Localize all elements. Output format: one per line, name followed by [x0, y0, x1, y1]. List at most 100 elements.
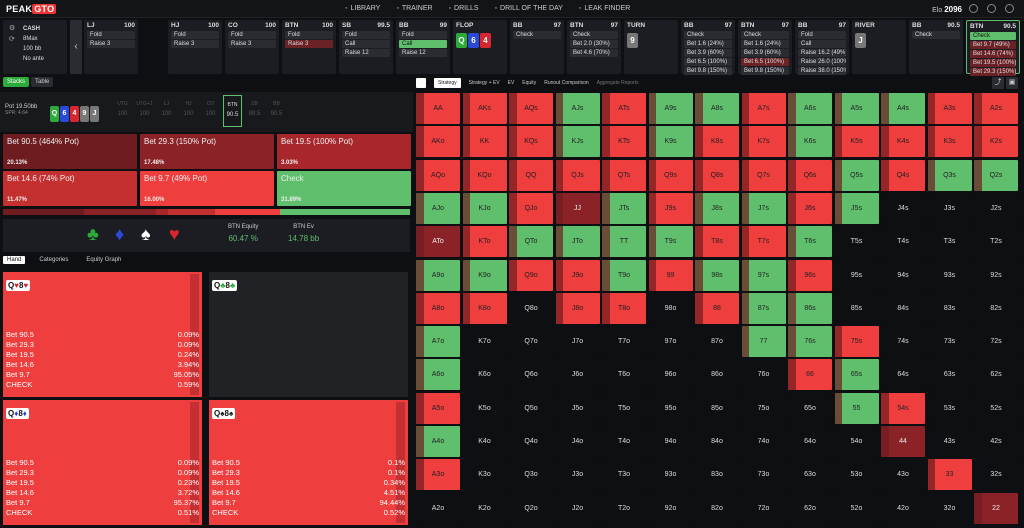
range-cell-JJ[interactable]: JJ	[555, 192, 600, 224]
tab-categories[interactable]: Categories	[39, 257, 69, 263]
option-4[interactable]: Bet 14.6 (74% Pot) 11.47%	[3, 171, 137, 206]
seat-action[interactable]: Bet 1.6 (24%)	[684, 40, 732, 48]
range-cell-72s[interactable]: 72s	[974, 326, 1018, 358]
range-cell-A5s[interactable]: A5s	[834, 93, 879, 124]
seat-action[interactable]: Fold	[285, 31, 333, 39]
range-cell-A2s[interactable]: A2s	[974, 93, 1018, 124]
seat-action[interactable]: Bet 19.5 (100%)	[970, 59, 1016, 67]
range-cell-97o[interactable]: 97o	[648, 326, 693, 358]
hand-card[interactable]: Q♥8♥ Bet 90.5 0.09% Bet 29.3 0.09% Bet 19.5 0.…	[3, 272, 202, 397]
grid-toggle-icon[interactable]	[416, 78, 426, 88]
hand-card[interactable]: Q♣8♣	[209, 272, 408, 397]
range-cell-T8o[interactable]: T8o	[602, 292, 646, 324]
share-icon[interactable]: ⤴	[992, 77, 1004, 89]
range-cell-Q7o[interactable]: Q7o	[509, 326, 553, 358]
range-cell-T2s[interactable]: T2s	[974, 226, 1018, 258]
range-cell-T4o[interactable]: T4o	[602, 426, 646, 457]
range-cell-84o[interactable]: 84o	[695, 426, 739, 457]
range-cell-K8s[interactable]: K8s	[695, 126, 739, 158]
seat-action[interactable]: Check	[741, 31, 789, 39]
range-cell-52o[interactable]: 52o	[834, 492, 879, 524]
nav-drills[interactable]: ◦ DRILLS	[449, 5, 479, 12]
range-cell-88[interactable]: 88	[695, 292, 739, 324]
range-cell-K8o[interactable]: K8o	[462, 292, 507, 324]
range-cell-33[interactable]: 33	[927, 459, 972, 491]
seat-bb[interactable]: BB 97 Check Bet 1.6 (24%) Bet 3.9 (60%) Bet 6…	[681, 20, 735, 75]
tab-aggregate-reports[interactable]: Aggregate Reports	[596, 80, 639, 86]
seat-action[interactable]: Check	[912, 31, 960, 39]
option-6[interactable]: Check 31.89%	[277, 171, 411, 206]
range-cell-Q3o[interactable]: Q3o	[509, 459, 553, 491]
heart-filter-icon[interactable]: ♥	[169, 224, 180, 244]
tab-hand[interactable]: Hand	[3, 256, 26, 264]
seat-action[interactable]: Check	[970, 32, 1016, 40]
range-cell-A3s[interactable]: A3s	[927, 93, 972, 124]
range-cell-J8s[interactable]: J8s	[695, 192, 739, 224]
seat-action[interactable]: Bet 29.3 (150%)	[970, 68, 1016, 76]
seat-action[interactable]: Raise 12	[399, 49, 447, 57]
range-cell-KTo[interactable]: KTo	[462, 226, 507, 258]
range-cell-T3o[interactable]: T3o	[602, 459, 646, 491]
seat-action[interactable]: Fold	[399, 31, 447, 39]
range-cell-K2s[interactable]: K2s	[974, 126, 1018, 158]
range-cell-A4s[interactable]: A4s	[881, 93, 925, 124]
range-cell-99[interactable]: 99	[648, 259, 693, 291]
range-cell-AQs[interactable]: AQs	[509, 93, 553, 124]
seat-action[interactable]: Bet 9.8 (150%)	[741, 67, 789, 75]
range-cell-J3o[interactable]: J3o	[555, 459, 600, 491]
range-cell-AKo[interactable]: AKo	[416, 126, 460, 158]
range-cell-76s[interactable]: 76s	[788, 326, 832, 358]
range-cell-KJo[interactable]: KJo	[462, 192, 507, 224]
range-cell-73s[interactable]: 73s	[927, 326, 972, 358]
seat-bb[interactable]: BB 97 Check	[510, 20, 564, 74]
nav-trainer[interactable]: ◦ TRAINER	[396, 5, 432, 12]
seat-hj[interactable]: HJ 100 Fold Raise 3	[168, 20, 222, 74]
tab-strategy-ev[interactable]: Strategy + EV	[468, 80, 500, 86]
range-cell-85s[interactable]: 85s	[834, 292, 879, 324]
range-cell-KQs[interactable]: KQs	[509, 126, 553, 158]
range-cell-Q4o[interactable]: Q4o	[509, 426, 553, 457]
street-turn[interactable]: TURN 9	[624, 20, 678, 74]
seat-action[interactable]: Raise 16.2 (49%)	[798, 49, 846, 57]
range-cell-J9s[interactable]: J9s	[648, 192, 693, 224]
range-cell-Q5s[interactable]: Q5s	[834, 159, 879, 191]
seat-action[interactable]: Raise 12	[342, 49, 390, 57]
range-cell-J3s[interactable]: J3s	[927, 192, 972, 224]
range-cell-53o[interactable]: 53o	[834, 459, 879, 491]
range-cell-QTs[interactable]: QTs	[602, 159, 646, 191]
seat-bb[interactable]: BB 90.5 Check	[909, 20, 963, 74]
seat-action[interactable]: Bet 14.6 (74%)	[970, 50, 1016, 58]
seat-action[interactable]: Call	[342, 40, 390, 48]
range-cell-J2o[interactable]: J2o	[555, 492, 600, 524]
range-cell-T2o[interactable]: T2o	[602, 492, 646, 524]
seat-action[interactable]: Raise 3	[228, 40, 276, 48]
seat-action[interactable]: Bet 9.8 (150%)	[684, 67, 732, 75]
range-cell-ATo[interactable]: ATo	[416, 226, 460, 258]
range-cell-K6s[interactable]: K6s	[788, 126, 832, 158]
screenshot-icon[interactable]: ▣	[1006, 77, 1018, 89]
range-cell-Q6o[interactable]: Q6o	[509, 359, 553, 391]
range-cell-95o[interactable]: 95o	[648, 392, 693, 424]
range-cell-55[interactable]: 55	[834, 392, 879, 424]
range-cell-85o[interactable]: 85o	[695, 392, 739, 424]
range-cell-JTo[interactable]: JTo	[555, 226, 600, 258]
range-cell-A4o[interactable]: A4o	[416, 426, 460, 457]
range-cell-ATs[interactable]: ATs	[602, 93, 646, 124]
range-cell-A9o[interactable]: A9o	[416, 259, 460, 291]
range-cell-K3s[interactable]: K3s	[927, 126, 972, 158]
seat-co[interactable]: CO 100 Fold Raise 3	[225, 20, 279, 74]
range-cell-76o[interactable]: 76o	[741, 359, 786, 391]
range-cell-42o[interactable]: 42o	[881, 492, 925, 524]
range-cell-54o[interactable]: 54o	[834, 426, 879, 457]
range-cell-98s[interactable]: 98s	[695, 259, 739, 291]
range-cell-K6o[interactable]: K6o	[462, 359, 507, 391]
range-cell-T7s[interactable]: T7s	[741, 226, 786, 258]
range-cell-63s[interactable]: 63s	[927, 359, 972, 391]
range-cell-KJs[interactable]: KJs	[555, 126, 600, 158]
range-cell-TT[interactable]: TT	[602, 226, 646, 258]
range-cell-K5o[interactable]: K5o	[462, 392, 507, 424]
seat-action[interactable]: Bet 2.0 (30%)	[570, 40, 618, 48]
range-cell-K5s[interactable]: K5s	[834, 126, 879, 158]
seat-action[interactable]: Fold	[171, 31, 219, 39]
range-cell-K4s[interactable]: K4s	[881, 126, 925, 158]
